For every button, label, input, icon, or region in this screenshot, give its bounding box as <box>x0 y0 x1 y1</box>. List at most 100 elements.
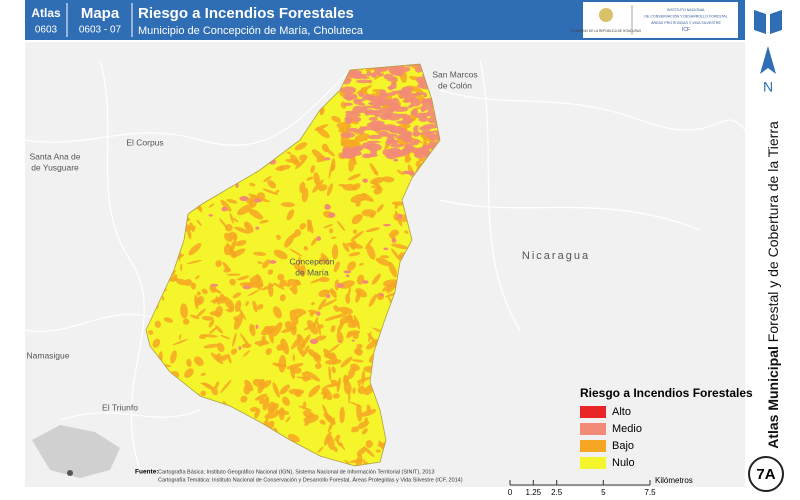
risk-patch <box>279 340 288 351</box>
risk-patch <box>321 143 330 153</box>
risk-patch <box>223 267 232 273</box>
risk-patch <box>249 182 256 187</box>
risk-patch <box>298 154 308 161</box>
risk-patch <box>233 313 244 330</box>
risk-patch <box>348 252 361 257</box>
risk-patch <box>243 221 254 233</box>
risk-patch <box>362 178 368 183</box>
risk-patch <box>239 196 249 202</box>
risk-patch <box>361 428 368 435</box>
legend-label: Bajo <box>612 440 634 452</box>
risk-patch <box>370 177 385 185</box>
risk-patch <box>409 99 416 103</box>
risk-patch <box>289 365 296 379</box>
risk-patch <box>340 132 355 138</box>
risk-patch <box>391 243 409 250</box>
risk-patch <box>238 307 247 321</box>
risk-patch <box>301 371 308 376</box>
risk-patch <box>243 350 251 357</box>
risk-patch <box>257 261 263 265</box>
risk-patch <box>349 459 366 463</box>
risk-patch <box>350 240 357 250</box>
risk-patch <box>396 71 403 77</box>
risk-patch <box>286 151 292 155</box>
risk-patch <box>404 230 409 234</box>
risk-patch <box>380 126 395 131</box>
risk-patch <box>326 183 333 196</box>
place-label: Nicaragua <box>522 250 590 262</box>
risk-patch <box>226 199 238 204</box>
scale-label: 5 <box>601 488 606 497</box>
logo-right-text: ICF <box>682 27 690 33</box>
risk-patch <box>358 102 366 106</box>
risk-patch <box>342 242 350 253</box>
risk-patch <box>345 274 350 278</box>
risk-patch <box>397 127 407 136</box>
risk-patch <box>361 280 369 284</box>
risk-patch <box>189 314 200 320</box>
risk-patch <box>310 237 318 246</box>
risk-patch <box>200 334 218 338</box>
badge-label: 7A <box>756 466 775 483</box>
risk-patch <box>223 296 235 310</box>
risk-patch <box>310 302 315 306</box>
risk-patch <box>235 240 247 247</box>
scale-label: 7.5 <box>644 488 656 497</box>
risk-patch <box>194 294 199 310</box>
risk-patch <box>366 404 371 414</box>
logo-left-text: GOBIERNO DE LA REPÚBLICA DE HONDURAS <box>571 28 641 33</box>
risk-patch <box>233 233 238 241</box>
risk-patch <box>318 257 325 264</box>
source-label: Fuente: <box>135 469 158 476</box>
risk-patch <box>260 325 277 336</box>
risk-patch <box>347 127 359 133</box>
atlas-label: Atlas <box>31 6 61 20</box>
risk-patch <box>279 165 285 172</box>
risk-patch <box>423 94 428 98</box>
risk-patch <box>393 158 398 162</box>
risk-patch <box>315 362 322 370</box>
risk-patch <box>340 356 353 368</box>
risk-patch <box>331 366 336 374</box>
risk-patch <box>328 212 336 218</box>
risk-patch <box>416 84 426 88</box>
risk-patch <box>420 105 429 112</box>
risk-patch <box>242 285 252 290</box>
source-line: Cartografía Temática: Instituto Nacional… <box>158 476 463 483</box>
risk-patch <box>376 204 384 213</box>
risk-patch <box>324 383 341 388</box>
risk-patch <box>403 139 412 143</box>
risk-patch <box>343 375 349 386</box>
risk-patch <box>343 270 352 274</box>
risk-patch <box>355 289 362 303</box>
risk-patch <box>190 282 197 290</box>
scale-unit: Kilómetros <box>655 476 693 485</box>
risk-patch <box>196 219 202 226</box>
risk-patch <box>275 409 290 415</box>
risk-patch <box>170 350 177 364</box>
risk-patch <box>180 303 188 319</box>
risk-patch <box>328 365 332 381</box>
risk-patch <box>291 232 297 238</box>
risk-patch <box>378 440 385 450</box>
risk-patch <box>308 349 317 358</box>
risk-patch <box>226 242 235 256</box>
risk-patch <box>264 411 280 419</box>
risk-patch <box>233 316 239 321</box>
map-title: Riesgo a Incendios Forestales <box>138 5 354 22</box>
risk-patch <box>315 335 327 341</box>
risk-patch <box>196 291 201 296</box>
risk-patch <box>262 188 278 195</box>
risk-patch <box>307 320 318 335</box>
risk-patch <box>285 159 300 164</box>
risk-patch <box>178 334 182 340</box>
risk-patch <box>243 385 251 395</box>
risk-patch <box>291 284 298 295</box>
risk-patch <box>208 319 215 328</box>
sidebar-bold: Atlas Municipal <box>765 346 781 449</box>
risk-patch <box>292 354 296 362</box>
risk-patch <box>337 340 342 343</box>
risk-patch <box>356 404 363 422</box>
